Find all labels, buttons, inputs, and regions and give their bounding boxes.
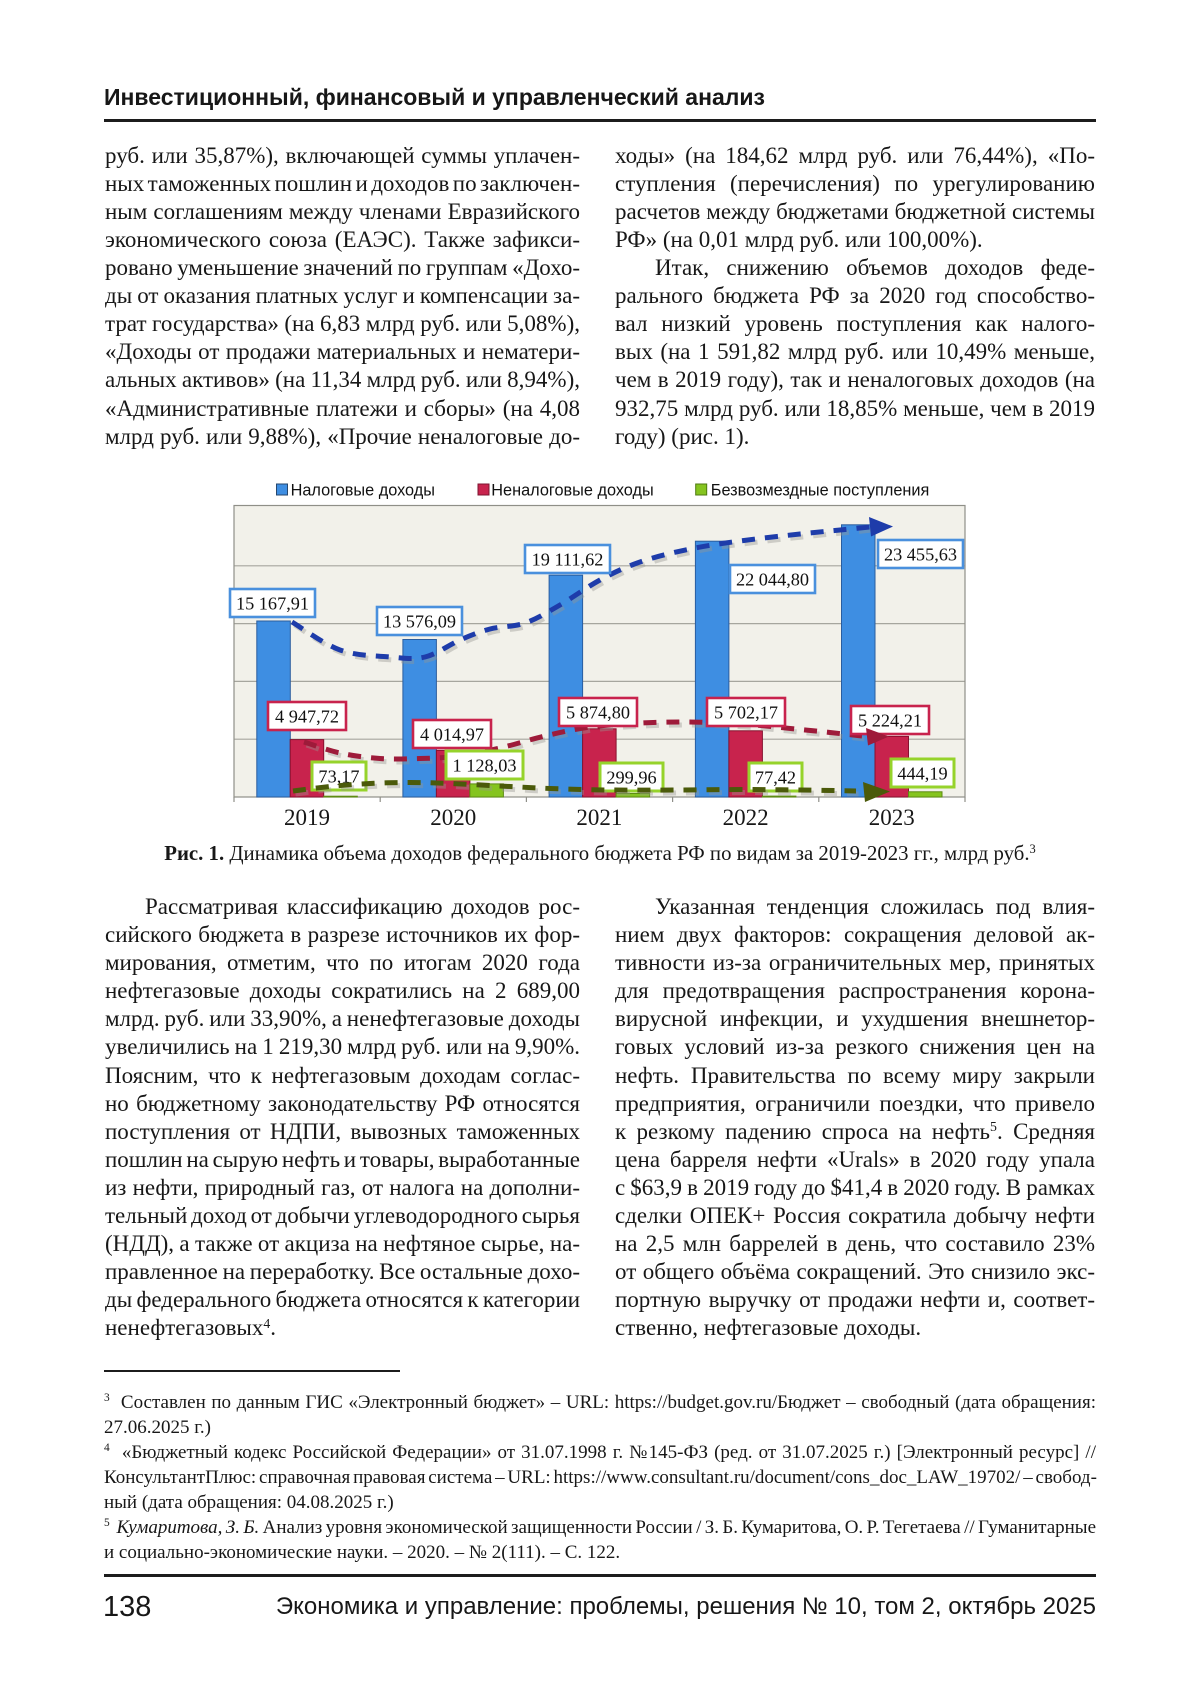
svg-text:Налоговые доходы: Налоговые доходы <box>291 482 435 500</box>
svg-text:15 167,91: 15 167,91 <box>236 594 309 614</box>
svg-text:299,96: 299,96 <box>606 768 656 788</box>
svg-text:13 576,09: 13 576,09 <box>383 612 456 632</box>
svg-text:5 874,80: 5 874,80 <box>566 703 630 723</box>
svg-text:4 014,97: 4 014,97 <box>420 725 484 745</box>
svg-text:5 224,21: 5 224,21 <box>858 711 922 731</box>
svg-text:77,42: 77,42 <box>755 768 796 788</box>
svg-text:73,17: 73,17 <box>318 767 359 787</box>
svg-text:22 044,80: 22 044,80 <box>736 570 809 590</box>
svg-text:4 947,72: 4 947,72 <box>275 707 339 727</box>
svg-text:2023: 2023 <box>869 805 915 830</box>
svg-text:444,19: 444,19 <box>897 764 947 784</box>
svg-text:19 111,62: 19 111,62 <box>532 550 604 570</box>
svg-text:2019: 2019 <box>284 805 330 830</box>
svg-text:1 128,03: 1 128,03 <box>453 756 517 776</box>
svg-text:23 455,63: 23 455,63 <box>884 545 957 565</box>
svg-text:2020: 2020 <box>430 805 476 830</box>
svg-text:Неналоговые доходы: Неналоговые доходы <box>491 482 653 500</box>
svg-text:5 702,17: 5 702,17 <box>714 703 778 723</box>
svg-text:2021: 2021 <box>576 805 622 830</box>
svg-text:Безвозмездные поступления: Безвозмездные поступления <box>711 482 930 500</box>
svg-text:2022: 2022 <box>723 805 769 830</box>
